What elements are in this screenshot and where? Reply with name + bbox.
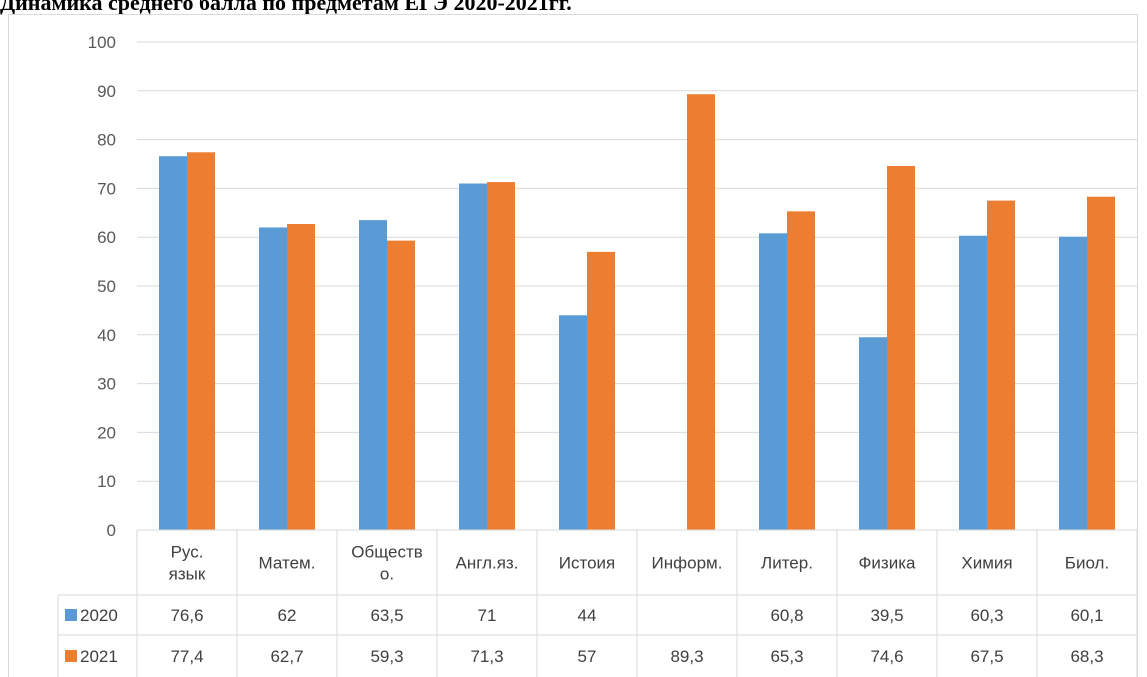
y-tick-label: 80 bbox=[97, 131, 116, 150]
y-tick-label: 100 bbox=[88, 33, 116, 52]
bar-2021 bbox=[687, 94, 715, 530]
y-tick-label: 0 bbox=[107, 521, 116, 540]
bar-2021 bbox=[487, 182, 515, 530]
category-label: Биол. bbox=[1065, 554, 1109, 573]
bar-2021 bbox=[987, 200, 1015, 530]
data-label: 62,7 bbox=[270, 647, 303, 666]
bar-2020 bbox=[959, 235, 987, 530]
y-tick-label: 50 bbox=[97, 277, 116, 296]
legend-key-2021 bbox=[65, 650, 77, 662]
bar-2020 bbox=[859, 337, 887, 530]
category-label: Обществ bbox=[351, 543, 423, 562]
category-label: Рус. bbox=[171, 543, 204, 562]
data-label: 44 bbox=[578, 606, 597, 625]
chart-frame bbox=[8, 14, 1138, 677]
category-label: Физика bbox=[859, 554, 917, 573]
legend-label: 2021 bbox=[80, 647, 118, 666]
category-label: Литер. bbox=[761, 554, 813, 573]
y-tick-label: 20 bbox=[97, 423, 116, 442]
data-label: 67,5 bbox=[970, 647, 1003, 666]
y-axis: 0 10 20 30 40 50 60 70 80 90 100 bbox=[88, 33, 116, 540]
legend-key-2020 bbox=[65, 609, 77, 621]
data-label: 71 bbox=[478, 606, 497, 625]
data-label: 63,5 bbox=[370, 606, 403, 625]
category-label: Химия bbox=[961, 554, 1012, 573]
bar-2021 bbox=[587, 251, 615, 530]
data-label: 76,6 bbox=[170, 606, 203, 625]
bar-2021 bbox=[387, 240, 415, 530]
bar-2021 bbox=[1087, 196, 1115, 531]
category-label: Англ.яз. bbox=[456, 554, 519, 573]
data-label: 57 bbox=[578, 647, 597, 666]
data-label: 74,6 bbox=[870, 647, 903, 666]
data-table: Рус. язык Матем. Обществ о. Англ.яз. Истоия Инф… bbox=[57, 529, 1138, 677]
data-label: 62 bbox=[278, 606, 297, 625]
category-label: Информ. bbox=[652, 554, 723, 573]
category-label: Истоия bbox=[559, 554, 615, 573]
data-label: 39,5 bbox=[870, 606, 903, 625]
data-label: 89,3 bbox=[670, 647, 703, 666]
bar-2021 bbox=[787, 211, 815, 530]
y-tick-label: 10 bbox=[97, 472, 116, 491]
data-label: 60,8 bbox=[770, 606, 803, 625]
category-label: язык bbox=[169, 565, 206, 584]
category-label: Матем. bbox=[259, 554, 316, 573]
bar-2020 bbox=[159, 156, 187, 530]
bar-2021 bbox=[887, 165, 915, 530]
bar-2020 bbox=[359, 220, 387, 530]
bar-2020 bbox=[459, 183, 487, 530]
data-label: 60,1 bbox=[1070, 606, 1103, 625]
bar-2021 bbox=[187, 152, 215, 530]
category-label: о. bbox=[380, 565, 394, 584]
y-tick-label: 90 bbox=[97, 82, 116, 101]
y-tick-label: 40 bbox=[97, 326, 116, 345]
bars bbox=[159, 94, 1115, 531]
page-title: Динамика среднего балла по предметам ЕГЭ… bbox=[0, 0, 572, 15]
bar-2020 bbox=[759, 233, 787, 530]
y-tick-label: 70 bbox=[97, 179, 116, 198]
bar-2020 bbox=[259, 227, 287, 530]
data-label: 68,3 bbox=[1070, 647, 1103, 666]
bar-2021 bbox=[287, 224, 315, 531]
y-tick-label: 30 bbox=[97, 375, 116, 394]
bar-2020 bbox=[1059, 236, 1087, 530]
data-label: 60,3 bbox=[970, 606, 1003, 625]
bar-2020 bbox=[559, 315, 587, 530]
y-tick-label: 60 bbox=[97, 228, 116, 247]
legend-label: 2020 bbox=[80, 606, 118, 625]
data-label: 65,3 bbox=[770, 647, 803, 666]
data-label: 77,4 bbox=[170, 647, 203, 666]
data-label: 59,3 bbox=[370, 647, 403, 666]
data-label: 71,3 bbox=[470, 647, 503, 666]
